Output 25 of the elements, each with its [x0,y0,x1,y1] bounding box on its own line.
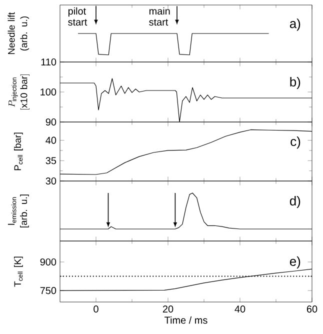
y-tick-label: 750 [40,287,56,294]
text: c) [290,136,300,149]
text: e) [290,256,300,269]
y-tick-label: 110 [41,58,56,66]
chart-title: a) [290,18,300,31]
y-tick-label: 100 [40,88,56,96]
x-axis-title: Time / ms [164,316,208,324]
chart-title: d) [290,196,300,208]
y-tick-label: 35 [46,157,56,164]
y-axis-title: P$_{cell}$ [bar] [14,132,23,170]
y-axis-title: $\begin{array}{c}P_{\mathrm{injection}}\\ \mathrm{[x10\ bar]}\end{array}$ [8,74,30,110]
x-tick-label: 60 [306,306,318,313]
y-axis-title: T$_{cell}$ [K] [14,256,23,287]
y-axis-title: Needle lift (arb. u.) [8,12,30,54]
x-tick-label: 20 [162,306,174,313]
text: main start [149,7,170,26]
text: b) [290,76,300,90]
y-tick-label: 40 [46,136,56,144]
y-axis-title: I$_{emission}$ [arb. u.] [8,194,29,228]
text: pilot start [68,7,88,26]
y-tick-label: 900 [40,258,56,266]
y-tick-label: 90 [46,118,56,126]
x-tick-label: 40 [234,306,246,313]
y-tick-label: 30 [46,177,56,185]
x-tick-label: 0 [94,306,98,313]
